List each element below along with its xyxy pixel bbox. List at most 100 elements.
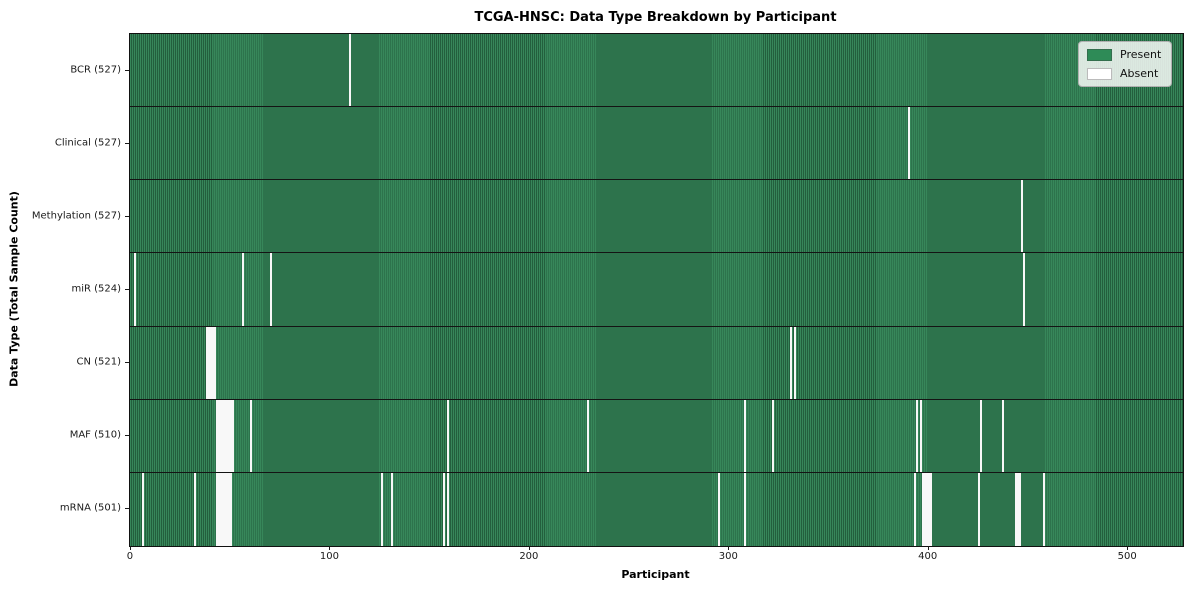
absent-stripe bbox=[1015, 472, 1018, 546]
x-tick-label: 200 bbox=[519, 551, 539, 562]
y-tick-label: CN (521) bbox=[76, 356, 121, 368]
absent-stripe bbox=[1043, 472, 1046, 546]
absent-stripe bbox=[586, 399, 589, 472]
heatmap-row-clinical bbox=[130, 107, 1183, 181]
x-tick-mark bbox=[1127, 546, 1129, 550]
absent-stripe bbox=[447, 399, 450, 472]
y-tick-label: MAF (510) bbox=[69, 429, 121, 441]
absent-stripe bbox=[217, 399, 220, 472]
x-axis-label: Participant bbox=[621, 568, 690, 581]
y-tick-label: Methylation (527) bbox=[31, 210, 121, 222]
absent-stripe bbox=[219, 472, 222, 546]
absent-stripe bbox=[790, 326, 793, 399]
absent-stripe bbox=[1019, 472, 1022, 546]
absent-stripe bbox=[217, 472, 220, 546]
absent-stripe bbox=[919, 399, 922, 472]
heatmap-row-methylation bbox=[130, 180, 1183, 254]
absent-stripe bbox=[209, 326, 212, 399]
absent-stripe bbox=[207, 326, 210, 399]
absent-stripe bbox=[231, 399, 234, 472]
absent-stripe bbox=[772, 399, 775, 472]
x-tick-mark bbox=[129, 546, 131, 550]
y-tick-mark bbox=[125, 216, 129, 217]
y-tick-mark bbox=[125, 70, 129, 71]
x-tick-mark bbox=[927, 546, 929, 550]
absent-stripe bbox=[1017, 472, 1020, 546]
absent-stripe bbox=[215, 399, 218, 472]
absent-stripe bbox=[349, 34, 352, 107]
absent-stripe bbox=[225, 399, 228, 472]
legend-swatch-present bbox=[1087, 48, 1112, 61]
absent-stripe bbox=[447, 472, 450, 546]
absent-stripe bbox=[211, 326, 214, 399]
x-tick-mark bbox=[528, 546, 530, 550]
absent-stripe bbox=[718, 472, 721, 546]
heatmap-row-mir bbox=[130, 253, 1183, 327]
y-tick-label: Clinical (527) bbox=[54, 137, 121, 149]
absent-stripe bbox=[219, 399, 222, 472]
absent-stripe bbox=[794, 326, 797, 399]
absent-stripe bbox=[227, 399, 230, 472]
legend-label: Present bbox=[1120, 48, 1162, 61]
x-tick-label: 100 bbox=[319, 551, 339, 562]
x-tick-label: 0 bbox=[126, 551, 134, 562]
absent-stripe bbox=[215, 472, 218, 546]
y-tick-mark bbox=[125, 362, 129, 363]
heatmap-row-bcr bbox=[130, 34, 1183, 108]
absent-stripe bbox=[1021, 180, 1024, 253]
x-tick-mark bbox=[728, 546, 730, 550]
absent-stripe bbox=[1023, 253, 1026, 326]
absent-stripe bbox=[221, 399, 224, 472]
absent-stripe bbox=[213, 326, 216, 399]
absent-stripe bbox=[913, 472, 916, 546]
absent-stripe bbox=[229, 472, 232, 546]
absent-stripe bbox=[744, 472, 747, 546]
absent-stripe bbox=[141, 472, 144, 546]
absent-stripe bbox=[221, 472, 224, 546]
x-tick-label: 400 bbox=[918, 551, 938, 562]
x-tick-mark bbox=[329, 546, 331, 550]
absent-stripe bbox=[907, 107, 910, 180]
absent-stripe bbox=[925, 472, 928, 546]
y-tick-label: miR (524) bbox=[71, 283, 121, 295]
y-tick-mark bbox=[125, 508, 129, 509]
absent-stripe bbox=[193, 472, 196, 546]
absent-stripe bbox=[225, 472, 228, 546]
absent-stripe bbox=[391, 472, 394, 546]
absent-stripe bbox=[269, 253, 272, 326]
absent-stripe bbox=[223, 399, 226, 472]
x-tick-label: 500 bbox=[1117, 551, 1137, 562]
plot-area bbox=[129, 33, 1184, 547]
absent-stripe bbox=[923, 472, 926, 546]
absent-stripe bbox=[921, 472, 924, 546]
y-tick-mark bbox=[125, 435, 129, 436]
absent-stripe bbox=[227, 472, 230, 546]
absent-stripe bbox=[249, 399, 252, 472]
x-tick-label: 300 bbox=[718, 551, 738, 562]
y-tick-mark bbox=[125, 289, 129, 290]
absent-stripe bbox=[1001, 399, 1004, 472]
absent-stripe bbox=[979, 399, 982, 472]
absent-stripe bbox=[915, 399, 918, 472]
legend-label: Absent bbox=[1120, 67, 1159, 80]
absent-stripe bbox=[927, 472, 930, 546]
heatmap-row-cn bbox=[130, 326, 1183, 400]
legend-entry-absent: Absent bbox=[1087, 67, 1161, 80]
heatmap-row-mrna bbox=[130, 472, 1183, 546]
absent-stripe bbox=[744, 399, 747, 472]
y-tick-mark bbox=[125, 143, 129, 144]
absent-stripe bbox=[443, 472, 446, 546]
y-tick-label: BCR (527) bbox=[70, 64, 121, 76]
absent-stripe bbox=[241, 253, 244, 326]
y-tick-label: mRNA (501) bbox=[59, 502, 121, 514]
absent-stripe bbox=[223, 472, 226, 546]
absent-stripe bbox=[929, 472, 932, 546]
legend-entry-present: Present bbox=[1087, 48, 1161, 61]
absent-stripe bbox=[133, 253, 136, 326]
absent-stripe bbox=[205, 326, 208, 399]
chart-title: TCGA-HNSC: Data Type Breakdown by Partic… bbox=[474, 10, 837, 25]
heatmap-row-maf bbox=[130, 399, 1183, 473]
absent-stripe bbox=[381, 472, 384, 546]
legend-swatch-absent bbox=[1087, 67, 1112, 80]
